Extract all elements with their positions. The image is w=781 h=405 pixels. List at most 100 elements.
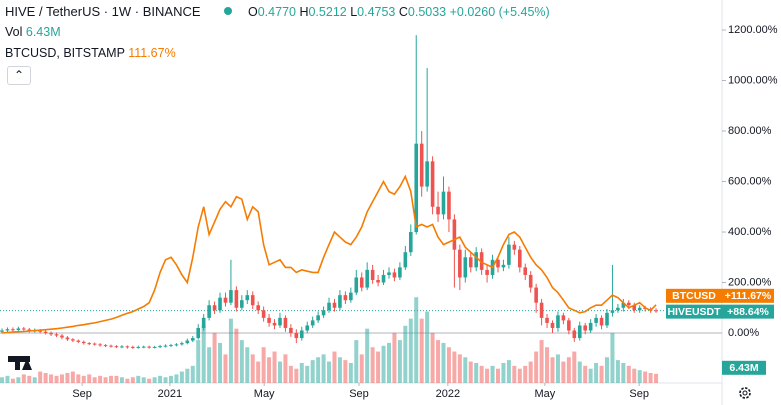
volume-bar xyxy=(550,357,555,383)
volume-bar xyxy=(370,347,375,383)
volume-bar xyxy=(163,377,168,383)
compare-line xyxy=(1,174,657,334)
volume-bar xyxy=(136,375,141,383)
settings-gear[interactable] xyxy=(739,387,751,399)
volume-bar xyxy=(49,374,54,383)
candle-body xyxy=(637,307,642,311)
volume-bar xyxy=(103,377,108,383)
volume-bar xyxy=(512,365,517,383)
candle-body xyxy=(327,302,331,311)
volume-bar xyxy=(637,370,642,383)
volume-bar xyxy=(604,357,609,383)
volume-bar xyxy=(125,378,130,383)
candle-body xyxy=(441,191,446,215)
candle-body xyxy=(392,272,397,278)
candle-body xyxy=(38,330,42,332)
volume-bar xyxy=(430,332,435,383)
last-price-tag: HIVEUSDT +88.64% xyxy=(666,304,774,319)
candle-body xyxy=(528,274,533,288)
candle-body xyxy=(316,315,320,321)
volume-bar xyxy=(365,328,370,383)
y-tick-label: 800.00% xyxy=(728,125,772,137)
volume-bar xyxy=(114,375,119,383)
volume-bar xyxy=(495,368,500,383)
volume-bar xyxy=(218,342,223,383)
volume-bar xyxy=(256,361,261,383)
volume-bar xyxy=(594,362,599,383)
candle-body xyxy=(338,295,342,308)
volume-bar xyxy=(10,378,15,383)
volume-bar xyxy=(386,342,391,383)
x-tick-label: May xyxy=(534,388,555,400)
ohlc-change: +0.0260 (+5.45%) xyxy=(449,5,550,19)
volume-bar xyxy=(490,365,495,383)
candle-body xyxy=(616,307,620,311)
candle-body xyxy=(436,206,440,215)
volume-bar xyxy=(267,357,272,383)
candle-body xyxy=(125,346,130,348)
candle-body xyxy=(65,337,70,340)
candle-body xyxy=(479,252,484,270)
volume-bar xyxy=(414,297,419,383)
volume-bar xyxy=(294,368,299,383)
status-dot xyxy=(224,7,232,15)
last-price-tag-name: HIVEUSDT xyxy=(667,306,721,318)
volume-bar xyxy=(43,372,48,383)
ohlc-label: H xyxy=(299,5,309,19)
candle-body xyxy=(109,345,113,347)
volume-bar xyxy=(643,371,648,383)
volume-bar xyxy=(403,325,408,383)
volume-bar xyxy=(615,360,620,383)
volume-bar xyxy=(299,362,304,383)
collapse-button[interactable]: ⌃ xyxy=(7,66,31,85)
candle-body xyxy=(71,339,75,341)
volume-bar xyxy=(59,374,64,383)
candle-body xyxy=(370,269,375,280)
volume-bar xyxy=(343,360,348,383)
candle-body xyxy=(561,315,566,321)
ohlc-label: C xyxy=(398,5,408,19)
candle-body xyxy=(174,344,179,346)
x-tick-label: May xyxy=(254,388,275,400)
candle-body xyxy=(452,219,457,250)
compare-price-tag: BTCUSD +111.67% xyxy=(666,288,774,303)
volume-bar xyxy=(158,375,163,383)
candle-body xyxy=(408,232,413,253)
volume-name: Vol xyxy=(5,25,23,39)
volume-bar xyxy=(425,311,430,383)
volume-bar xyxy=(168,375,173,383)
volume-bar xyxy=(109,375,114,383)
volume-bar xyxy=(245,347,250,383)
volume-bar xyxy=(32,377,37,383)
candle-body xyxy=(583,325,587,331)
candle-body xyxy=(223,297,228,303)
volume-bar xyxy=(501,362,506,383)
candle-body xyxy=(305,325,310,331)
volume-bar xyxy=(528,361,533,383)
candle-body xyxy=(152,346,157,348)
volume-bar xyxy=(468,361,473,383)
volume-bar xyxy=(239,340,244,383)
volume-bar xyxy=(457,354,462,383)
volume-bar xyxy=(0,377,5,383)
volume-bar xyxy=(463,357,468,383)
volume-bar xyxy=(5,375,10,383)
volume-bar xyxy=(517,368,522,383)
volume-bar xyxy=(207,347,212,383)
candle-body xyxy=(550,322,555,328)
x-tick-label: Sep xyxy=(349,388,369,400)
compare-legend: BTCUSD, BITSTAMP 111.67% xyxy=(5,46,176,60)
volume-bar xyxy=(441,342,446,383)
volume-bar xyxy=(359,354,364,383)
candle-body xyxy=(256,305,260,311)
volume-bar xyxy=(599,365,604,383)
candle-body xyxy=(654,310,658,312)
symbol-title[interactable]: HIVE / TetherUS · 1W · BINANCE xyxy=(5,4,201,19)
volume-bar xyxy=(321,354,326,383)
candle-body xyxy=(212,305,217,311)
candle-body xyxy=(190,338,195,341)
volume-bar xyxy=(272,351,277,383)
volume-bar xyxy=(572,351,577,383)
compare-price-tag-name: BTCUSD xyxy=(672,290,716,302)
